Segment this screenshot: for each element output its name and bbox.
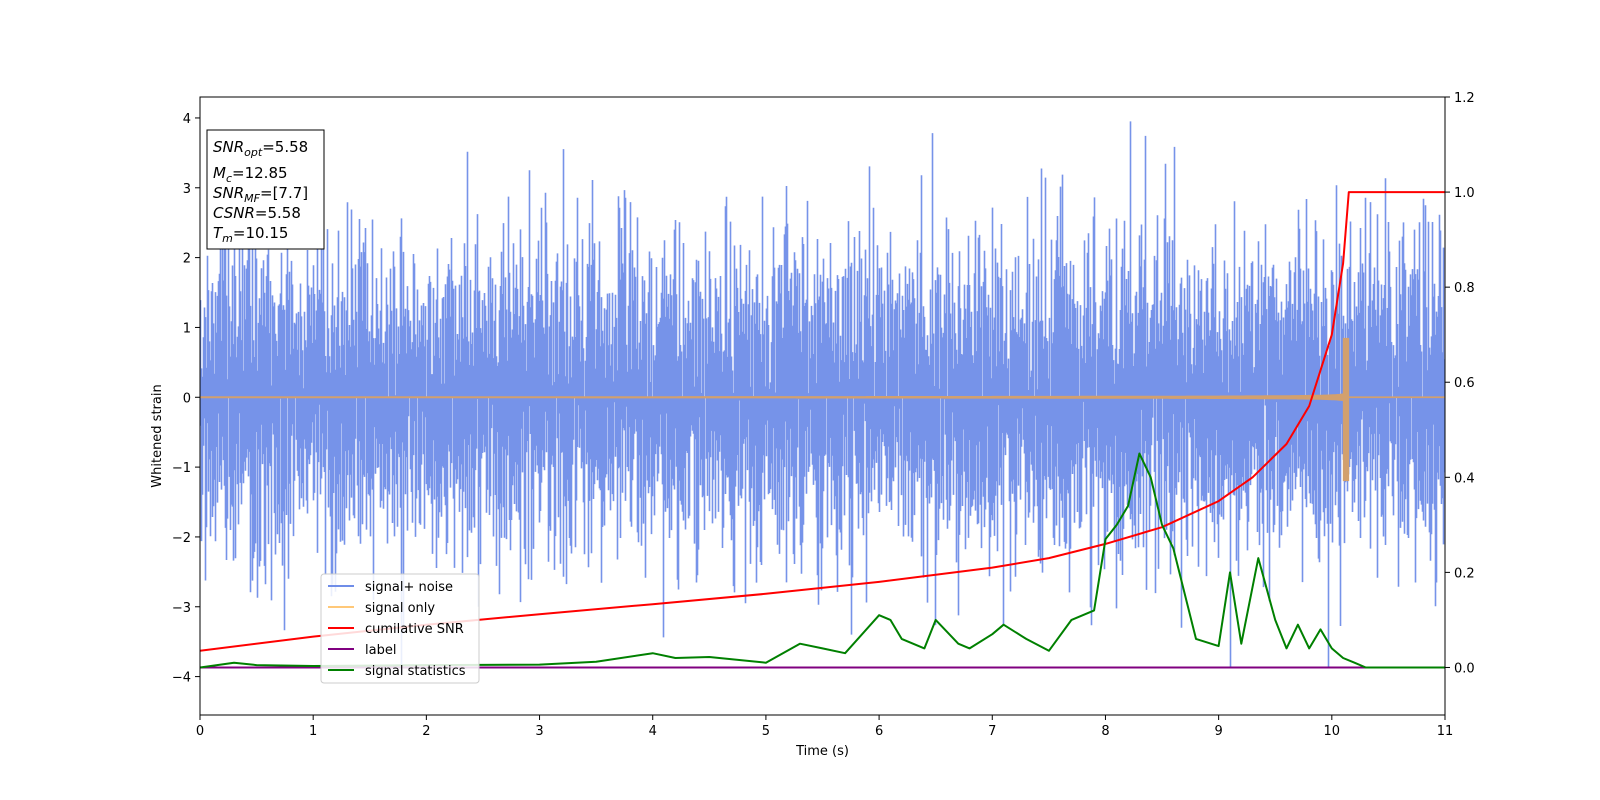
y2-tick-label: 1.0 — [1454, 186, 1475, 201]
info-mc-subscript: c — [226, 172, 232, 185]
y-tick-label: 1 — [183, 321, 191, 336]
legend-item: signal+ noise — [365, 580, 453, 595]
info-tm-value: =10.15 — [233, 224, 289, 242]
x-tick-label: 6 — [875, 724, 883, 739]
series-signal-statistics — [200, 452, 1445, 669]
x-tick-label: 10 — [1324, 724, 1341, 739]
y2-tick-label: 1.2 — [1454, 91, 1475, 106]
info-mc-symbol: M — [213, 164, 226, 182]
axes: 0 1 2 3 4 5 6 7 8 9 10 1143210−1−2−3−41.21.00.80.60… — [150, 91, 1475, 759]
info-box-frame — [206, 129, 325, 250]
info-snr-opt-subscript: opt — [244, 146, 263, 159]
info-snr-mf-symbol: SNR — [213, 184, 244, 202]
x-tick-label: 2 — [422, 724, 430, 739]
info-tm-subscript: m — [222, 232, 233, 245]
info-snr-opt-symbol: SNR — [213, 138, 244, 156]
y2-tick-label: 0.6 — [1454, 376, 1475, 391]
x-tick-label: 8 — [1101, 724, 1109, 739]
info-mc: Mc=12.85 — [213, 164, 288, 185]
y-tick-label: −4 — [172, 671, 191, 686]
x-tick-label: 1 — [309, 724, 317, 739]
info-csnr: CSNR=5.58 — [213, 204, 301, 222]
y2-tick-label: 0.4 — [1454, 471, 1475, 486]
legend-frame — [320, 573, 480, 684]
x-tick-label: 3 — [535, 724, 543, 739]
info-mc-value: =12.85 — [232, 164, 288, 182]
y-tick-label: −3 — [172, 601, 191, 616]
info-box: SNRopt=5.58Mc=12.85SNRMF=[7.7]CSNR=5.58T… — [206, 129, 325, 250]
x-tick-label: 7 — [988, 724, 996, 739]
info-snr-mf-subscript: MF — [244, 192, 260, 205]
info-csnr-value: =5.58 — [255, 204, 301, 222]
info-tm-symbol: T — [213, 224, 224, 242]
y-tick-label: −1 — [172, 461, 191, 476]
x-tick-label: 9 — [1214, 724, 1222, 739]
x-tick-label: 0 — [196, 724, 204, 739]
x-axis-label: Time (s) — [795, 744, 849, 759]
y-tick-label: −2 — [172, 531, 191, 546]
legend: signal+ noise signal only cumilative SNR la… — [320, 573, 480, 684]
info-snr-opt-value: =5.58 — [262, 138, 308, 156]
y-axis-label: Whitened strain — [150, 384, 165, 487]
x-tick-label: 11 — [1437, 724, 1454, 739]
y-tick-label: 4 — [183, 112, 191, 127]
x-tick-label: 5 — [762, 724, 770, 739]
info-snr-opt: SNRopt=5.58 — [213, 138, 308, 159]
legend-item: signal statistics — [365, 664, 466, 679]
y2-tick-label: 0.0 — [1454, 661, 1475, 676]
y-tick-label: 3 — [183, 182, 191, 197]
y-tick-label: 0 — [183, 391, 191, 406]
legend-item: cumilative SNR — [365, 622, 464, 637]
y2-tick-label: 0.2 — [1454, 566, 1475, 581]
legend-item: label — [365, 643, 396, 658]
info-snr-mf: SNRMF=[7.7] — [213, 184, 308, 205]
legend-item: signal only — [365, 601, 435, 616]
info-snr-mf-value: =[7.7] — [260, 184, 308, 202]
x-tick-label: 4 — [649, 724, 657, 739]
info-csnr-symbol: CSNR — [213, 204, 255, 222]
y2-tick-label: 0.8 — [1454, 281, 1475, 296]
y-tick-label: 2 — [183, 252, 191, 267]
plot-frame — [199, 96, 1446, 716]
info-tm: Tm=10.15 — [213, 224, 288, 245]
